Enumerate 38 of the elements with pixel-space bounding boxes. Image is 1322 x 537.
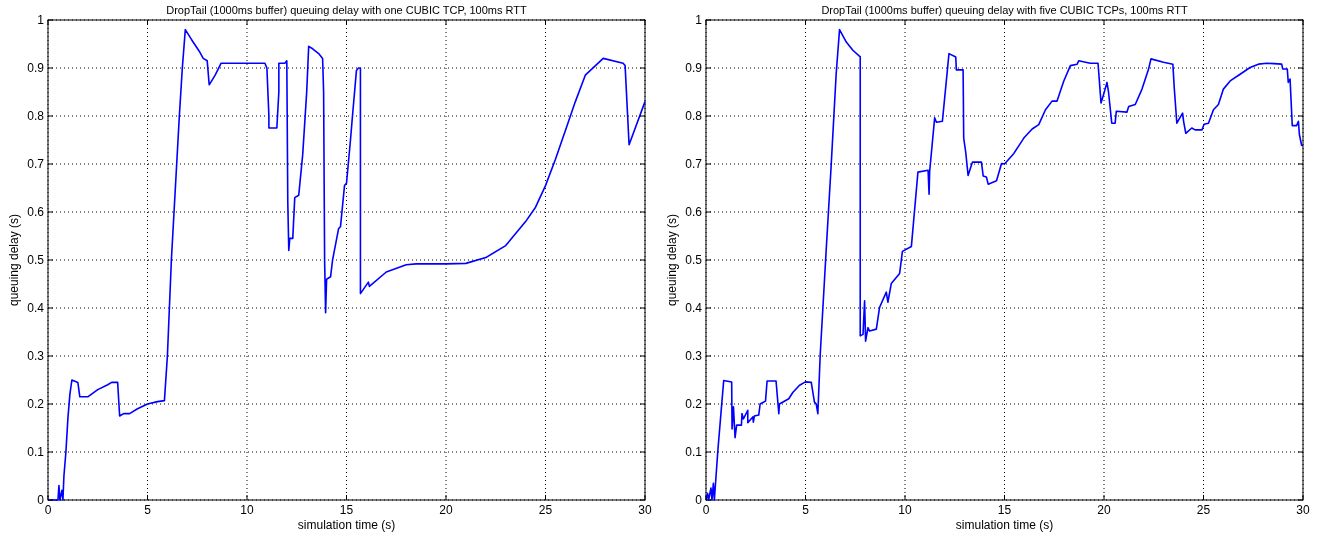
x-tick-label: 15 — [997, 503, 1012, 517]
y-tick-label: 1 — [37, 13, 45, 28]
chart-title: DropTail (1000ms buffer) queuing delay with one CUBIC TCP, 100ms RTT — [166, 4, 528, 16]
x-axis-title: simulation time (s) — [297, 518, 396, 532]
x-tick-label: 20 — [439, 503, 453, 517]
x-tick-label: 20 — [1097, 503, 1111, 517]
y-tick-label: 0.9 — [27, 61, 45, 76]
x-tick-label: 5 — [802, 503, 810, 517]
y-tick-label: 0.7 — [27, 157, 45, 172]
y-tick-label: 1 — [695, 13, 703, 28]
x-axis-title: simulation time (s) — [955, 518, 1054, 532]
y-tick-label: 0.8 — [27, 109, 45, 124]
x-tick-label: 10 — [898, 503, 912, 517]
y-tick-label: 0.7 — [685, 157, 703, 172]
y-tick-label: 0.2 — [685, 397, 703, 412]
x-tick-label: 25 — [1196, 503, 1211, 517]
y-tick-label: 0.5 — [685, 253, 703, 268]
y-tick-label: 0.6 — [685, 205, 703, 220]
x-tick-label: 10 — [240, 503, 254, 517]
y-tick-label: 0.3 — [27, 349, 45, 364]
y-tick-label: 0.3 — [685, 349, 703, 364]
y-tick-label: 0.1 — [27, 445, 45, 460]
y-tick-label: 0.4 — [27, 301, 45, 316]
y-tick-label: 0.4 — [685, 301, 703, 316]
x-tick-label: 30 — [1296, 503, 1310, 517]
y-tick-label: 0.5 — [27, 253, 45, 268]
y-tick-label: 0.9 — [685, 61, 703, 76]
y-tick-label: 0.2 — [27, 397, 45, 412]
y-axis-title: queuing delay (s) — [665, 213, 679, 307]
x-tick-label: 30 — [638, 503, 652, 517]
y-tick-label: 0.1 — [685, 445, 703, 460]
y-axis-title: queuing delay (s) — [7, 213, 21, 307]
chart-title: DropTail (1000ms buffer) queuing delay with five CUBIC TCPs, 100ms RTT — [821, 4, 1188, 16]
x-tick-label: 25 — [538, 503, 553, 517]
y-tick-label: 0.6 — [27, 205, 45, 220]
x-tick-label: 15 — [339, 503, 354, 517]
x-tick-label: 5 — [144, 503, 152, 517]
y-tick-label: 0.8 — [685, 109, 703, 124]
